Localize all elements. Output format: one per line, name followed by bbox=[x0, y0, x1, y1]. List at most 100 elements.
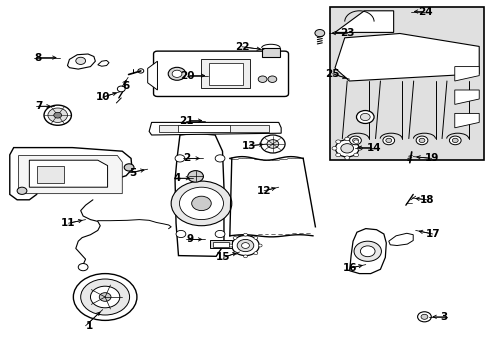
Text: 14: 14 bbox=[366, 143, 381, 153]
Circle shape bbox=[258, 76, 266, 82]
Circle shape bbox=[356, 111, 373, 123]
Text: 7: 7 bbox=[36, 101, 43, 111]
Bar bbox=[178, 125, 229, 132]
Circle shape bbox=[415, 136, 427, 145]
Text: 18: 18 bbox=[419, 195, 433, 205]
Circle shape bbox=[314, 30, 324, 37]
Text: 10: 10 bbox=[95, 92, 110, 102]
Text: 21: 21 bbox=[179, 116, 193, 126]
Text: 22: 22 bbox=[234, 42, 249, 52]
Bar bbox=[208, 63, 243, 85]
Text: 2: 2 bbox=[183, 153, 190, 163]
Circle shape bbox=[172, 70, 182, 77]
Circle shape bbox=[241, 243, 249, 248]
Circle shape bbox=[99, 293, 111, 301]
Text: 25: 25 bbox=[325, 69, 339, 79]
Circle shape bbox=[233, 237, 237, 239]
Circle shape bbox=[385, 138, 391, 143]
Circle shape bbox=[448, 136, 460, 145]
Circle shape bbox=[54, 112, 61, 118]
Circle shape bbox=[191, 196, 211, 211]
Circle shape bbox=[176, 230, 185, 238]
Circle shape bbox=[344, 156, 349, 159]
Circle shape bbox=[215, 230, 224, 238]
Circle shape bbox=[243, 255, 247, 258]
Circle shape bbox=[420, 314, 427, 319]
Text: 12: 12 bbox=[256, 186, 271, 196]
Bar bbox=[261, 48, 280, 57]
Polygon shape bbox=[388, 233, 412, 246]
Circle shape bbox=[175, 155, 184, 162]
Circle shape bbox=[344, 137, 349, 141]
Circle shape bbox=[360, 246, 374, 257]
Polygon shape bbox=[454, 67, 478, 81]
Circle shape bbox=[179, 187, 223, 220]
Circle shape bbox=[451, 138, 457, 143]
Circle shape bbox=[335, 140, 358, 157]
Circle shape bbox=[335, 153, 340, 157]
Circle shape bbox=[76, 57, 85, 64]
Polygon shape bbox=[334, 33, 478, 81]
Text: 24: 24 bbox=[417, 6, 432, 17]
Circle shape bbox=[352, 138, 358, 143]
FancyBboxPatch shape bbox=[153, 51, 288, 96]
Circle shape bbox=[231, 235, 259, 256]
Circle shape bbox=[382, 136, 394, 145]
Circle shape bbox=[418, 138, 424, 143]
Circle shape bbox=[237, 239, 253, 252]
Polygon shape bbox=[29, 160, 107, 187]
Text: 5: 5 bbox=[129, 168, 137, 178]
Polygon shape bbox=[37, 166, 63, 183]
Circle shape bbox=[335, 140, 340, 144]
Circle shape bbox=[48, 108, 67, 122]
Circle shape bbox=[353, 140, 358, 144]
Bar bbox=[159, 125, 268, 132]
Circle shape bbox=[215, 155, 224, 162]
Polygon shape bbox=[98, 60, 109, 66]
Text: 6: 6 bbox=[122, 81, 129, 91]
Circle shape bbox=[260, 135, 285, 153]
Circle shape bbox=[258, 244, 262, 247]
Circle shape bbox=[233, 252, 237, 255]
Polygon shape bbox=[349, 229, 386, 274]
Polygon shape bbox=[454, 113, 478, 128]
Circle shape bbox=[187, 171, 203, 182]
Circle shape bbox=[360, 113, 369, 121]
Polygon shape bbox=[149, 122, 281, 135]
Circle shape bbox=[124, 164, 134, 171]
Text: 13: 13 bbox=[242, 141, 256, 151]
Circle shape bbox=[44, 105, 71, 125]
Circle shape bbox=[81, 279, 129, 315]
Polygon shape bbox=[334, 11, 393, 32]
Bar bbox=[213, 242, 229, 247]
Polygon shape bbox=[147, 61, 157, 90]
Polygon shape bbox=[19, 156, 122, 194]
Bar bbox=[201, 59, 250, 88]
Circle shape bbox=[117, 86, 125, 92]
Circle shape bbox=[78, 264, 88, 271]
Circle shape bbox=[168, 67, 185, 80]
Text: 1: 1 bbox=[85, 321, 93, 331]
Text: 23: 23 bbox=[339, 28, 354, 38]
Circle shape bbox=[357, 147, 362, 150]
Circle shape bbox=[331, 147, 336, 150]
Text: 9: 9 bbox=[185, 234, 193, 244]
Circle shape bbox=[353, 241, 381, 261]
Circle shape bbox=[253, 237, 257, 239]
Bar bbox=[329, 7, 483, 160]
Circle shape bbox=[340, 144, 353, 153]
Text: 8: 8 bbox=[34, 53, 41, 63]
Bar bbox=[210, 240, 232, 248]
Circle shape bbox=[90, 286, 120, 308]
Polygon shape bbox=[454, 90, 478, 104]
Circle shape bbox=[266, 140, 278, 148]
Polygon shape bbox=[67, 54, 95, 69]
Circle shape bbox=[417, 312, 430, 322]
Text: 15: 15 bbox=[216, 252, 230, 262]
Text: 17: 17 bbox=[425, 229, 439, 239]
Circle shape bbox=[228, 244, 232, 247]
Text: 3: 3 bbox=[439, 312, 447, 322]
Circle shape bbox=[171, 181, 231, 226]
Text: 20: 20 bbox=[180, 71, 194, 81]
Circle shape bbox=[349, 136, 361, 145]
